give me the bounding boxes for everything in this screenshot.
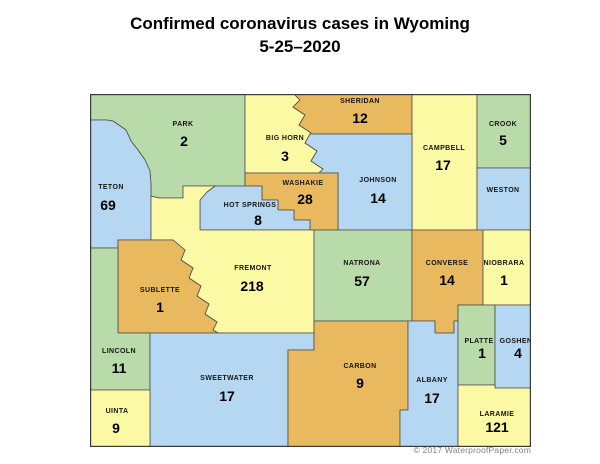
county-niobrara-label: NIOBRARA <box>484 260 525 267</box>
county-niobrara-shape <box>482 229 532 306</box>
county-johnson-label: JOHNSON <box>359 177 396 184</box>
wyoming-map-container: PARK 2 TETON 69 BIG HORN 3 SHERIDAN 12 CAMPBELL 1… <box>89 93 532 448</box>
county-goshen-cases: 4 <box>514 345 522 361</box>
county-uinta-label: UINTA <box>106 408 129 415</box>
county-sheridan-label: SHERIDAN <box>340 98 380 105</box>
county-natrona-cases: 57 <box>354 273 370 289</box>
county-weston-shape <box>476 167 532 231</box>
county-platte-label: PLATTE <box>464 338 493 345</box>
county-lincoln-cases: 11 <box>112 360 127 376</box>
page-title-line2: 5-25–2020 <box>259 37 341 56</box>
county-fremont-cases: 218 <box>240 278 264 294</box>
copyright-text: © 2017 WaterproofPaper.com <box>413 445 531 455</box>
county-hot-springs-cases: 8 <box>254 212 262 228</box>
county-albany-cases: 17 <box>424 390 440 406</box>
county-laramie-cases: 121 <box>485 419 509 435</box>
county-goshen-shape <box>494 304 532 389</box>
county-washakie-cases: 28 <box>297 191 313 207</box>
wyoming-county-map: PARK 2 TETON 69 BIG HORN 3 SHERIDAN 12 CAMPBELL 1… <box>89 93 532 448</box>
county-niobrara-cases: 1 <box>500 272 508 288</box>
county-albany-shape <box>399 320 459 448</box>
county-goshen-label: GOSHEN <box>500 338 531 345</box>
county-hot-springs-label: HOT SPRINGS <box>224 202 277 209</box>
page-title-line1: Confirmed coronavirus cases in Wyoming <box>130 14 470 33</box>
county-sublette-label: SUBLETTE <box>140 287 180 294</box>
county-laramie-label: LARAMIE <box>480 411 515 418</box>
county-carbon-label: CARBON <box>343 363 376 370</box>
page-title: Confirmed coronavirus cases in Wyoming 5… <box>0 12 600 58</box>
county-uinta-shape <box>89 389 151 448</box>
county-lincoln-label: LINCOLN <box>102 348 136 355</box>
county-sublette-cases: 1 <box>156 299 164 315</box>
county-teton-label: TETON <box>98 184 124 191</box>
county-washakie-label: WASHAKIE <box>283 180 324 187</box>
county-weston-label: WESTON <box>487 187 520 194</box>
county-converse-label: CONVERSE <box>426 260 469 267</box>
county-sweetwater-cases: 17 <box>219 388 235 404</box>
county-big-horn-label: BIG HORN <box>266 135 304 142</box>
county-crook-shape <box>476 93 532 169</box>
county-campbell-cases: 17 <box>435 157 451 173</box>
county-campbell-label: CAMPBELL <box>423 145 465 152</box>
county-big-horn-cases: 3 <box>281 148 289 164</box>
county-sublette-shape <box>117 239 219 334</box>
county-natrona-label: NATRONA <box>343 260 380 267</box>
county-carbon-cases: 9 <box>356 375 364 391</box>
county-johnson-cases: 14 <box>370 190 386 206</box>
county-park-cases: 2 <box>180 133 188 149</box>
county-sheridan-cases: 12 <box>352 110 368 126</box>
county-fremont-label: FREMONT <box>234 265 272 272</box>
county-albany-label: ALBANY <box>416 377 448 384</box>
county-platte-cases: 1 <box>478 345 486 361</box>
county-crook-label: CROOK <box>489 121 517 128</box>
county-park-label: PARK <box>173 121 194 128</box>
county-crook-cases: 5 <box>499 132 507 148</box>
county-sweetwater-label: SWEETWATER <box>200 375 254 382</box>
county-uinta-cases: 9 <box>112 420 120 436</box>
county-converse-cases: 14 <box>439 272 455 288</box>
county-platte-shape <box>457 304 496 386</box>
county-teton-cases: 69 <box>100 197 116 213</box>
state-border <box>90 94 531 447</box>
